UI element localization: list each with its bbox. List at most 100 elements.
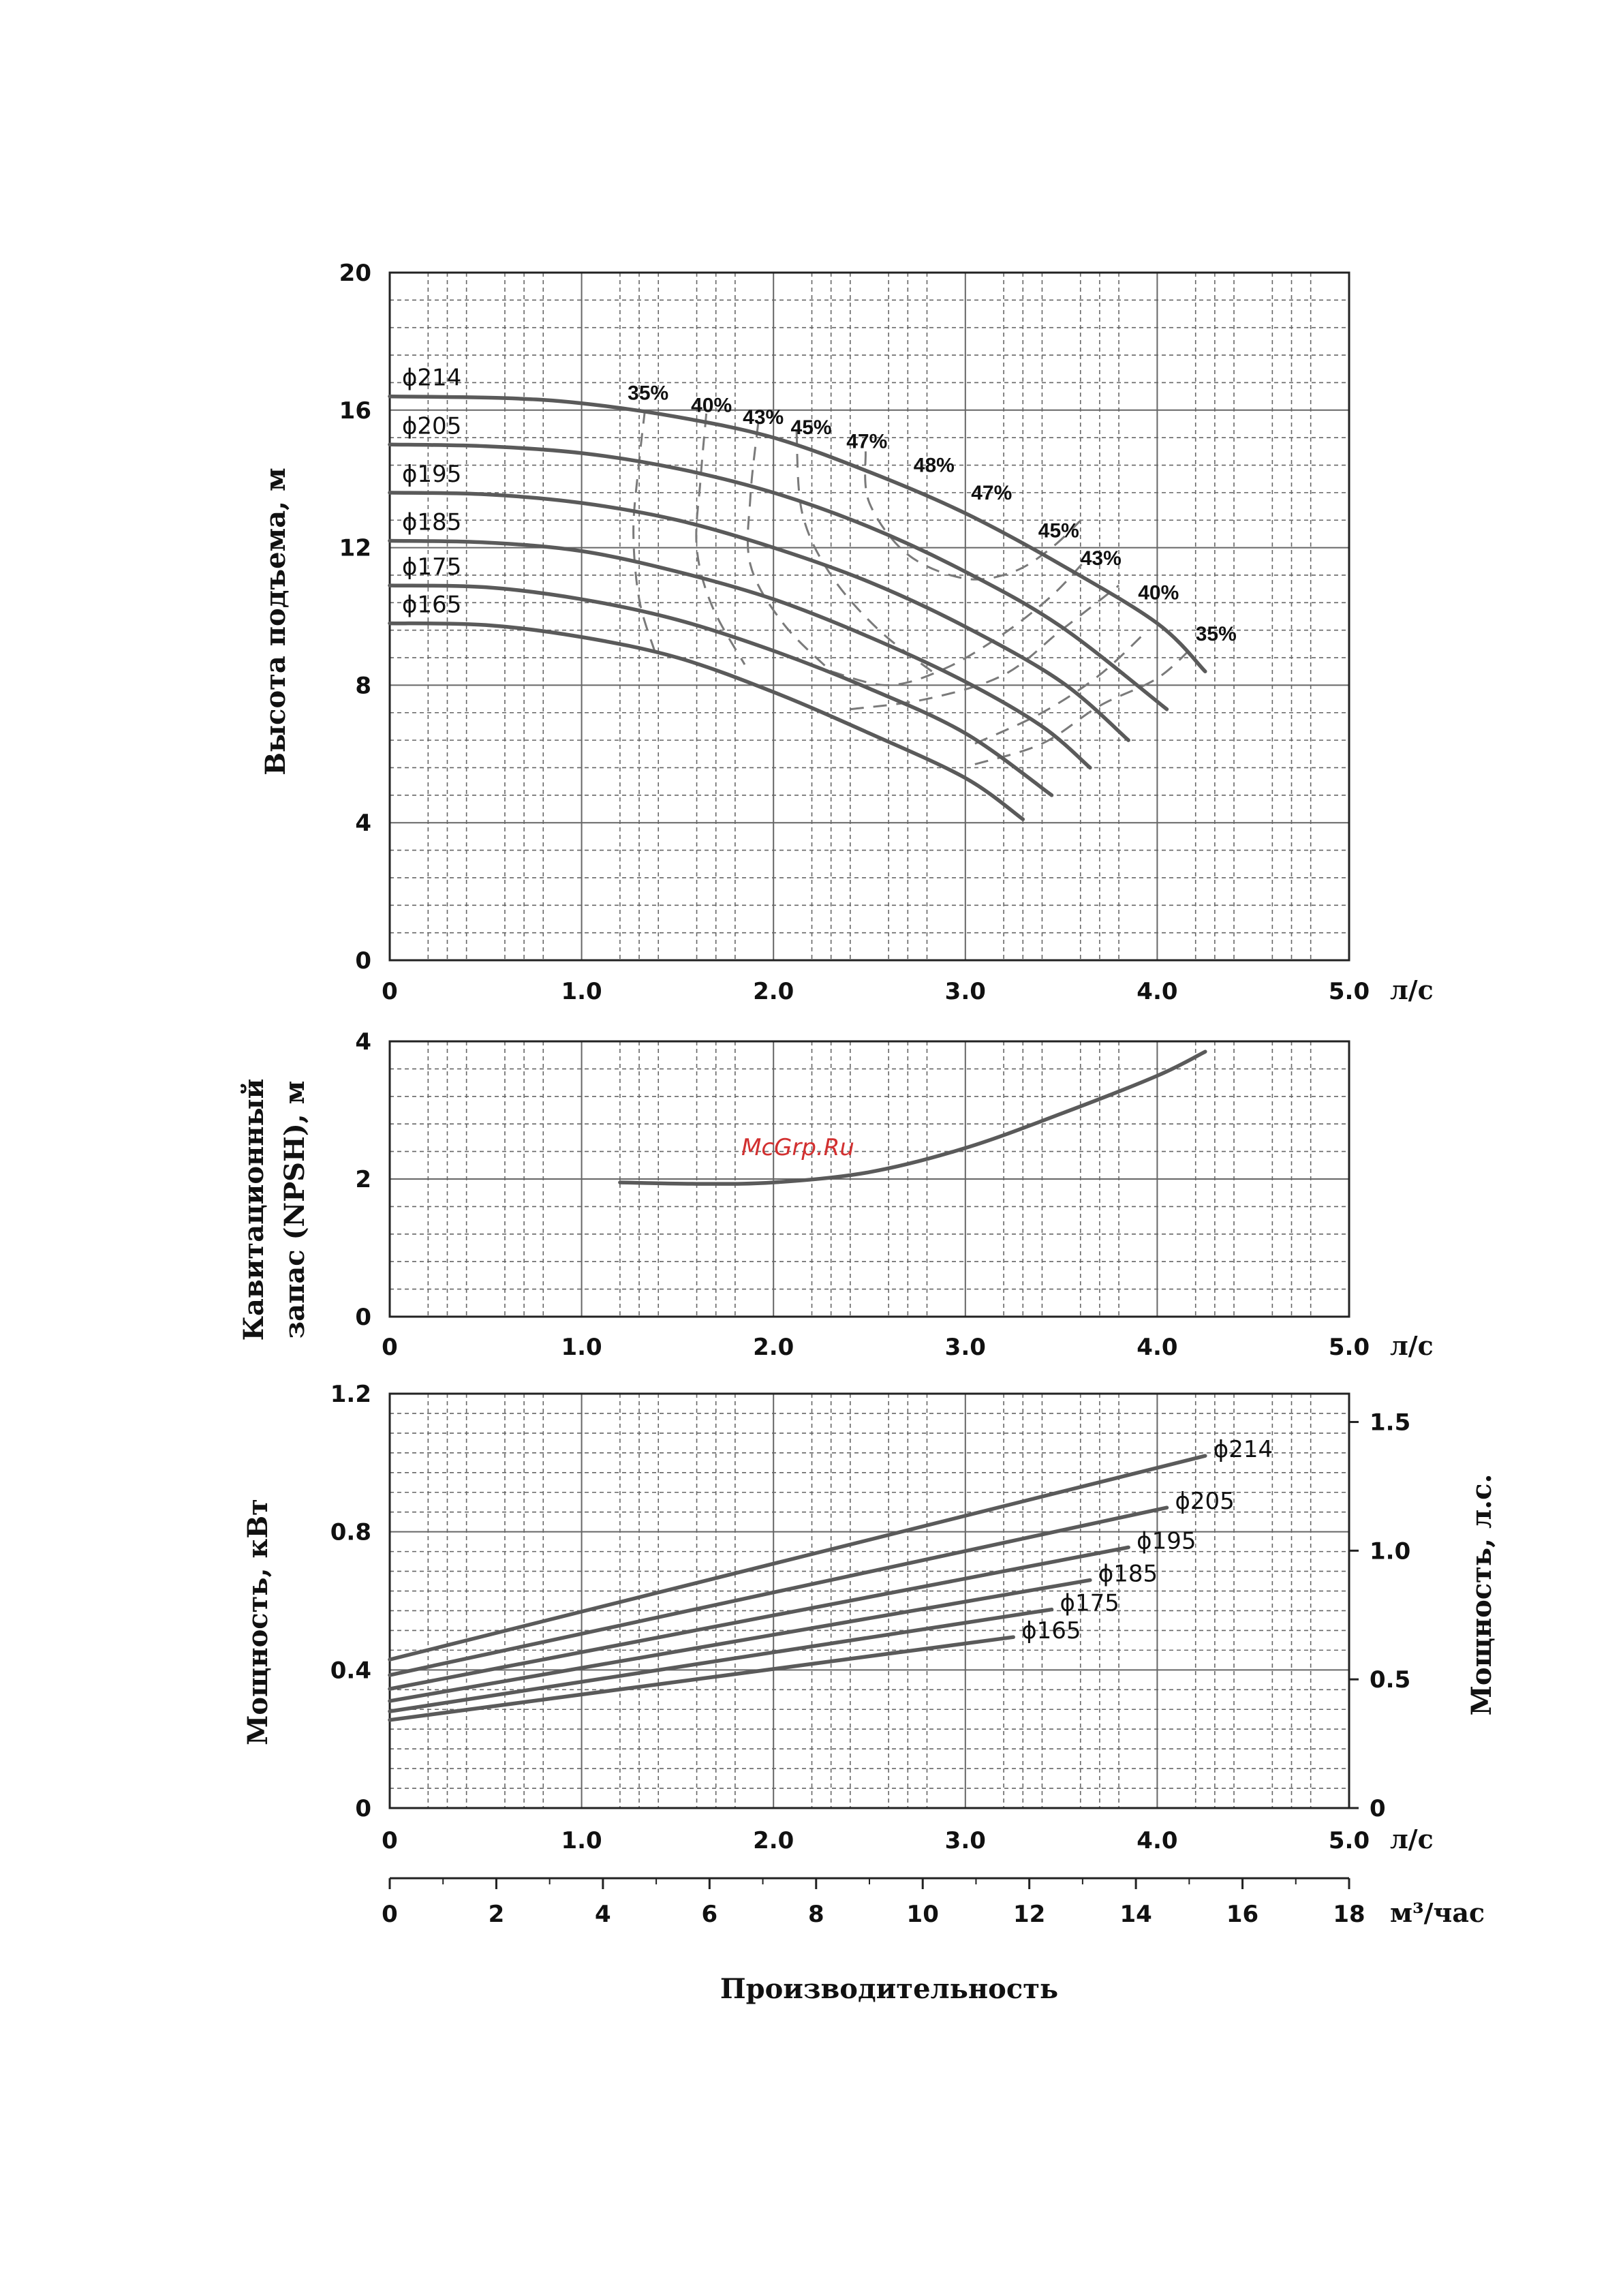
npsh-y-tick-label: 4 <box>355 1028 371 1056</box>
npsh-x-tick-label: 2.0 <box>753 1334 794 1361</box>
head-curve-d205 <box>388 442 1169 711</box>
power-y-tick-label: 0 <box>355 1795 371 1822</box>
power-x-tick-label: 0 <box>382 1827 398 1854</box>
power-curve-d175 <box>388 1607 1054 1713</box>
power-curve-label: ϕ185 <box>1098 1561 1158 1588</box>
power-curve-label: ϕ214 <box>1214 1436 1273 1463</box>
power-x-tick-label: 1.0 <box>561 1827 602 1854</box>
npsh-y-tick-label: 2 <box>355 1166 371 1193</box>
head-grid <box>389 272 1349 961</box>
flow-axis-tick-label: 4 <box>595 1901 611 1928</box>
power-x-tick-label: 3.0 <box>945 1827 986 1854</box>
head-x-tick-label: 1.0 <box>561 978 602 1005</box>
head-y-tick-label: 4 <box>355 810 371 837</box>
power-x-tick-label: 5.0 <box>1329 1827 1370 1854</box>
efficiency-label: 47% <box>971 482 1012 504</box>
efficiency-line-35pct <box>632 410 656 652</box>
head-curve-label: ϕ185 <box>402 509 461 536</box>
head-y-tick-label: 12 <box>339 535 371 562</box>
head-curve-label: ϕ205 <box>402 412 461 440</box>
npsh-chart: 0 1.0 2.0 3.0 4.0 5.0 л/с 0 2 4 <box>355 1028 1433 1361</box>
head-frame <box>388 271 1350 962</box>
head-x-tick-label: 2.0 <box>753 978 794 1005</box>
efficiency-line-43pct <box>974 629 1149 745</box>
npsh-x-tick-label: 5.0 <box>1329 1334 1370 1361</box>
power-curve-d165 <box>388 1635 1015 1722</box>
npsh-curve-series <box>618 1050 1207 1186</box>
power-chart: 0 1.0 2.0 3.0 4.0 5.0 л/с00.40.81.200.51.01.5ϕ… <box>330 1381 1434 1854</box>
flow-axis-tick-label: 12 <box>1013 1901 1045 1928</box>
head-chart: 0 1.0 2.0 3.0 4.0 5.0 л/с 0 4 8 12 16 20 ϕ214 ϕ205 ϕ195… <box>339 260 1434 1005</box>
flow-axis-tick-label: 0 <box>382 1901 398 1928</box>
power-curve-d195 <box>388 1545 1130 1691</box>
watermark: McGrp.Ru <box>741 1134 854 1161</box>
efficiency-line-45pct <box>795 430 938 676</box>
power-frame <box>388 1392 1350 1809</box>
power-curve-d185 <box>388 1578 1092 1703</box>
efficiency-label: 45% <box>1038 519 1079 542</box>
power-curve-label: ϕ205 <box>1175 1488 1234 1515</box>
head-x-tick-label: 4.0 <box>1137 978 1177 1005</box>
power-x-tick-label: 4.0 <box>1137 1827 1177 1854</box>
efficiency-label: 40% <box>1138 581 1179 604</box>
flow-axis-tick-label: 14 <box>1119 1901 1151 1928</box>
npsh-grid <box>389 1041 1349 1317</box>
power-y-right-tick-label: 1.5 <box>1370 1409 1410 1437</box>
head-curve-label: ϕ165 <box>402 592 461 619</box>
npsh-x-unit: л/с <box>1390 1330 1434 1361</box>
power-ylabel-right: Мощность, л.с. <box>1466 1474 1498 1716</box>
power-y-right-tick-label: 1.0 <box>1370 1537 1410 1565</box>
head-curve-d175 <box>388 583 1054 797</box>
flow-axis-tick-label: 10 <box>907 1901 939 1928</box>
efficiency-line-43pct <box>746 423 832 673</box>
head-x-tick-label: 0 <box>382 978 398 1005</box>
efficiency-line-47pct <box>864 451 1085 581</box>
head-curve-d214 <box>388 394 1207 673</box>
npsh-ylabel-line1: Кавитационный <box>238 1079 270 1341</box>
efficiency-label: 35% <box>1196 623 1237 645</box>
npsh-ylabel-line2: запас (NPSH), м <box>279 1081 311 1339</box>
npsh-x-tick-label: 0 <box>382 1334 398 1361</box>
power-x-tick-label: 2.0 <box>753 1827 794 1854</box>
power-y-right-tick-label: 0 <box>1370 1795 1386 1822</box>
efficiency-label: 43% <box>1081 547 1122 570</box>
npsh-x-tick-label: 3.0 <box>945 1334 986 1361</box>
head-x-tick-label: 5.0 <box>1329 978 1370 1005</box>
npsh-x-tick-label: 4.0 <box>1137 1334 1177 1361</box>
head-curve-d195 <box>388 491 1130 742</box>
efficiency-label: 45% <box>791 416 832 439</box>
head-curve-d185 <box>388 538 1092 770</box>
efficiency-label: 35% <box>628 382 668 405</box>
efficiency-line-47pct <box>831 560 1085 686</box>
head-curve-label: ϕ195 <box>402 461 461 488</box>
head-y-tick-label: 8 <box>355 672 371 699</box>
flow-axis-unit: м³/час <box>1390 1897 1485 1928</box>
efficiency-line-40pct <box>974 643 1196 765</box>
efficiency-label: 48% <box>914 455 955 477</box>
npsh-frame <box>388 1040 1350 1318</box>
power-curve-label: ϕ195 <box>1137 1527 1196 1555</box>
flow-m3h-axis: 0 2 4 6 8 10 12 14 16 18 м³/час <box>382 1877 1485 1928</box>
efficiency-label: 47% <box>846 430 887 453</box>
head-x-tick-label: 3.0 <box>945 978 986 1005</box>
power-y-tick-label: 0.8 <box>330 1519 371 1546</box>
efficiency-label: 43% <box>743 406 784 429</box>
power-x-unit: л/с <box>1390 1824 1434 1854</box>
power-y-tick-label: 1.2 <box>330 1381 371 1408</box>
head-ylabel: Высота подъема, м <box>260 468 292 776</box>
head-y-tick-label: 20 <box>339 260 371 287</box>
head-curve-d165 <box>388 621 1025 821</box>
power-y-right-tick-label: 0.5 <box>1370 1666 1410 1694</box>
head-curve-label: ϕ175 <box>402 553 461 581</box>
efficiency-line-40pct <box>695 413 746 665</box>
flow-axis-tick-label: 2 <box>489 1901 505 1928</box>
efficiency-label: 40% <box>691 394 732 416</box>
power-curve-d205 <box>388 1505 1169 1677</box>
npsh-y-tick-label: 0 <box>355 1304 371 1331</box>
head-y-tick-label: 16 <box>339 397 371 425</box>
power-ylabel-left: Мощность, кВт <box>242 1499 274 1745</box>
power-curve-label: ϕ175 <box>1060 1590 1119 1617</box>
npsh-x-tick-label: 1.0 <box>561 1334 602 1361</box>
x-axis-title: Производительность <box>720 1973 1058 2005</box>
